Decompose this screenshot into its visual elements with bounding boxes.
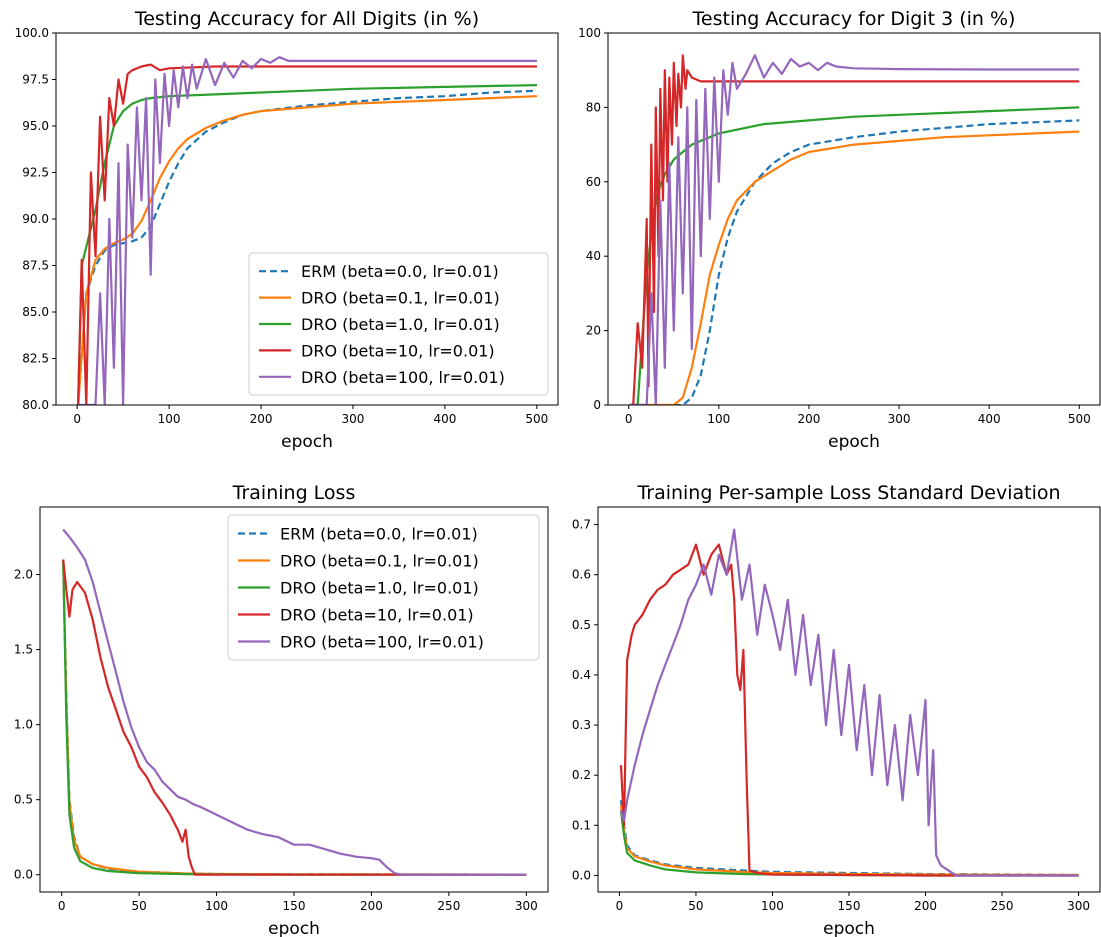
axes-frame: [597, 506, 1101, 893]
y-tick-label: 0.3: [572, 718, 591, 732]
x-tick-label: 50: [131, 899, 146, 913]
y-tick-label: 0.1: [572, 818, 591, 832]
x-tick-label: 100: [205, 899, 228, 913]
y-tick-label: 0.2: [572, 768, 591, 782]
x-tick-label: 400: [978, 412, 1001, 426]
x-axis-label: epoch: [823, 919, 875, 937]
x-tick-label: 200: [250, 412, 273, 426]
axes-frame: [607, 32, 1101, 406]
x-tick-label: 300: [1067, 899, 1090, 913]
legend-box: [227, 514, 540, 661]
series-group: [62, 528, 527, 876]
x-tick-label: 250: [437, 899, 460, 913]
y-tick-label: 0: [593, 398, 601, 412]
x-tick-label: 100: [158, 412, 181, 426]
series-line-beta10: [619, 543, 1079, 877]
x-tick-label: 100: [761, 899, 784, 913]
series-line-ERM: [619, 800, 1079, 877]
x-tick-label: 0: [616, 899, 624, 913]
series-group: [77, 56, 537, 405]
series-group: [629, 54, 1080, 405]
x-tick-label: 400: [433, 412, 456, 426]
y-tick-label: 40: [586, 249, 601, 263]
y-tick-label: 87.5: [22, 259, 49, 273]
series-line-beta100: [62, 528, 527, 876]
x-tick-label: 150: [838, 899, 861, 913]
y-tick-label: 82.5: [22, 352, 49, 366]
x-tick-label: 300: [515, 899, 538, 913]
y-tick-label: 60: [586, 175, 601, 189]
legend-label: ERM (beta=0.0, lr=0.01): [280, 525, 478, 544]
series-line-beta100: [629, 54, 1080, 405]
series-line-beta1.0: [619, 810, 1079, 877]
legend: ERM (beta=0.0, lr=0.01) DRO (beta=0.1, lr…: [227, 514, 540, 661]
legend-label: ERM (beta=0.0, lr=0.01): [301, 262, 499, 281]
x-tick-label: 300: [342, 412, 365, 426]
x-tick-label: 200: [360, 899, 383, 913]
x-tick-label: 500: [525, 412, 548, 426]
series-line-beta10: [77, 63, 537, 405]
x-tick-label: 200: [914, 899, 937, 913]
x-tick-label: 50: [688, 899, 703, 913]
x-axis-label: epoch: [281, 432, 333, 452]
series-line-beta10: [62, 559, 527, 876]
y-tick-label: 1.5: [14, 643, 33, 657]
x-tick-label: 500: [1068, 412, 1091, 426]
y-tick-label: 20: [586, 324, 601, 338]
chart-panel-4: 0 50 100 150 200 250 300 0.0 0.1 0.2 0.3 0.4 0.5 0.6 0…: [572, 482, 1101, 937]
x-axis-label: epoch: [268, 919, 320, 937]
legend: ERM (beta=0.0, lr=0.01) DRO (beta=0.1, lr…: [248, 252, 549, 396]
legend-label: DRO (beta=10, lr=0.01): [280, 606, 474, 625]
x-tick-label: 200: [797, 412, 820, 426]
chart-panel-2: 0 100 200 300 400 500 0 20 40 60 80 100 Testing Accu…: [578, 8, 1101, 452]
legend-label: DRO (beta=100, lr=0.01): [280, 633, 484, 652]
y-tick-label: 97.5: [22, 73, 49, 87]
y-tick-label: 85.0: [22, 305, 49, 319]
series-group: [619, 528, 1079, 877]
legend-label: DRO (beta=0.1, lr=0.01): [301, 289, 500, 308]
y-tick-label: 92.5: [22, 166, 49, 180]
chart-title: Testing Accuracy for All Digits (in %): [134, 8, 479, 30]
x-tick-label: 150: [283, 899, 306, 913]
y-tick-label: 1.0: [14, 718, 33, 732]
legend-label: DRO (beta=0.1, lr=0.01): [280, 552, 479, 571]
legend-box: [248, 252, 549, 396]
y-tick-label: 90.0: [22, 212, 49, 226]
legend-label: DRO (beta=1.0, lr=0.01): [280, 579, 479, 598]
chart-title: Training Per-sample Loss Standard Deviat…: [636, 482, 1060, 504]
chart-panel-1: 0 100 200 300 400 500 80.0 82.5 85.0 87.5 90.0 92.5…: [15, 8, 559, 452]
legend-label: DRO (beta=100, lr=0.01): [301, 368, 505, 387]
series-line-beta0.1: [629, 130, 1080, 405]
y-tick-label: 0.0: [572, 868, 591, 882]
x-axis-label: epoch: [828, 432, 880, 452]
x-tick-label: 0: [625, 412, 633, 426]
series-line-beta100: [619, 528, 1079, 877]
chart-title: Training Loss: [232, 482, 356, 504]
x-tick-label: 250: [991, 899, 1014, 913]
y-tick-label: 2.0: [14, 568, 33, 582]
y-tick-label: 0.7: [572, 518, 591, 532]
series-line-beta1.0: [77, 84, 537, 405]
series-line-beta0.1: [619, 805, 1079, 877]
y-tick-label: 100: [578, 26, 601, 40]
y-tick-label: 80: [586, 100, 601, 114]
legend-label: DRO (beta=10, lr=0.01): [301, 341, 495, 360]
x-tick-label: 300: [888, 412, 911, 426]
x-tick-label: 0: [73, 412, 81, 426]
y-tick-label: 0.5: [572, 618, 591, 632]
x-tick-label: 0: [58, 899, 66, 913]
chart-title: Testing Accuracy for Digit 3 (in %): [692, 8, 1016, 30]
y-tick-label: 95.0: [22, 119, 49, 133]
y-tick-label: 80.0: [22, 398, 49, 412]
chart-panel-3: 0 50 100 150 200 250 300 0.0 0.5 1.0 1.5 2.0 Trainin…: [14, 482, 549, 937]
y-tick-label: 0.4: [572, 668, 591, 682]
y-tick-label: 100.0: [15, 26, 49, 40]
x-tick-label: 100: [707, 412, 730, 426]
y-tick-label: 0.5: [14, 793, 33, 807]
series-line-beta100: [78, 56, 537, 405]
y-tick-label: 0.6: [572, 568, 591, 582]
y-tick-label: 0.0: [14, 868, 33, 882]
legend-label: DRO (beta=1.0, lr=0.01): [301, 315, 500, 334]
